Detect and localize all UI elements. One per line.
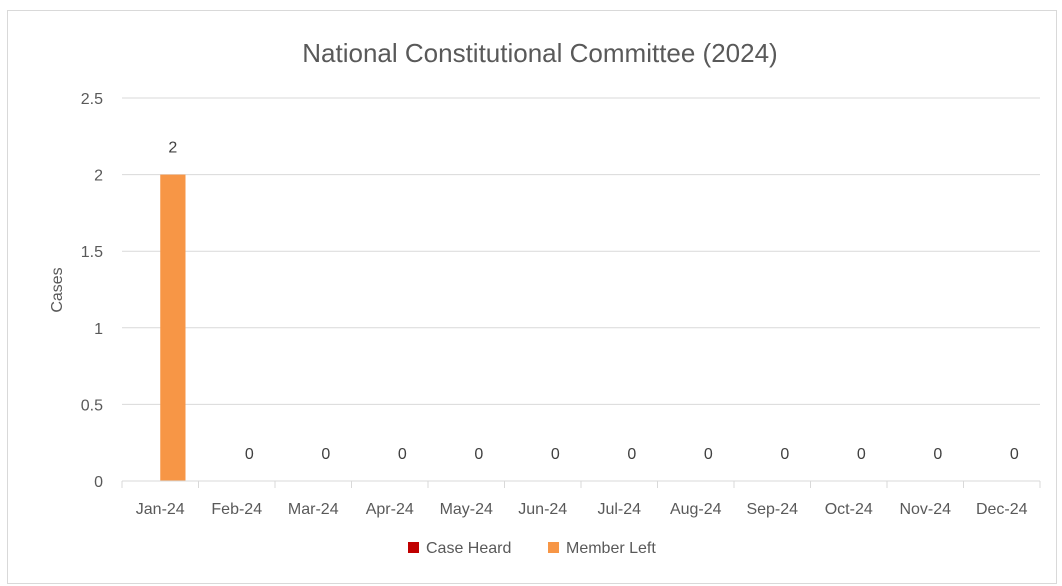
x-tick-label: Apr-24: [366, 501, 414, 518]
data-label: 0: [627, 446, 636, 463]
data-label: 0: [551, 446, 560, 463]
gridlines: [122, 97, 1040, 405]
data-label: 0: [1010, 446, 1019, 463]
data-label: 0: [245, 446, 254, 463]
x-tick-label: Dec-24: [976, 501, 1028, 518]
bar-member-left: [160, 174, 186, 481]
x-tick-label: May-24: [440, 501, 493, 518]
legend-label: Member Left: [566, 540, 656, 557]
legend-label: Case Heard: [426, 540, 511, 557]
chart-title: National Constitutional Committee (2024): [302, 38, 777, 68]
y-axis-ticks: 0 0.5 1 1.5 2 2.5: [81, 91, 103, 491]
data-label: 0: [321, 446, 330, 463]
data-label: 0: [857, 446, 866, 463]
bars: [160, 174, 186, 481]
data-label: 0: [398, 446, 407, 463]
y-tick-label: 2: [94, 168, 103, 185]
legend-swatch: [408, 542, 419, 553]
data-label: 0: [704, 446, 713, 463]
y-tick-label: 0: [94, 474, 103, 491]
x-tick-label: Jun-24: [518, 501, 567, 518]
y-tick-label: 1.5: [81, 244, 103, 261]
x-tick-label: Feb-24: [211, 501, 262, 518]
data-label: 0: [780, 446, 789, 463]
data-label: 2: [168, 140, 177, 157]
x-axis-ticks: Jan-24 Feb-24 Mar-24 Apr-24 May-24 Jun-24 Jul-…: [121, 481, 1041, 518]
y-tick-label: 2.5: [81, 91, 103, 108]
x-tick-label: Oct-24: [825, 501, 873, 518]
x-tick-label: Jul-24: [597, 501, 641, 518]
x-tick-label: Aug-24: [670, 501, 722, 518]
data-label: 0: [474, 446, 483, 463]
x-tick-label: Nov-24: [899, 501, 951, 518]
data-label: 0: [933, 446, 942, 463]
legend: Case Heard Member Left: [408, 540, 656, 557]
y-tick-label: 0.5: [81, 397, 103, 414]
legend-swatch: [548, 542, 559, 553]
y-tick-label: 1: [94, 321, 103, 338]
data-labels: 2 0 0 0 0 0 0 0 0 0 0 0: [168, 140, 1019, 463]
y-axis-label: Cases: [49, 267, 66, 312]
x-tick-label: Jan-24: [136, 501, 185, 518]
x-tick-label: Mar-24: [288, 501, 339, 518]
x-tick-label: Sep-24: [746, 501, 798, 518]
